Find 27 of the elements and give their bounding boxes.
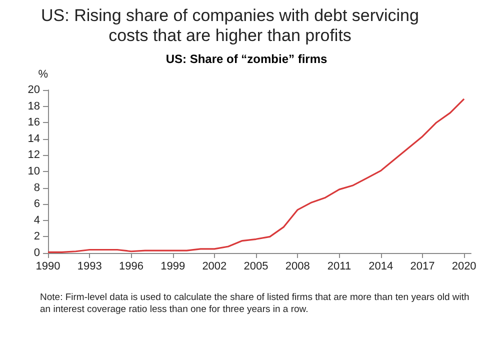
x-tick-label: 1993 [77,260,102,272]
y-tick-label: 14 [28,132,40,145]
x-tick-label: 2002 [202,260,227,272]
y-tick-label: 20 [28,84,40,96]
chart-subtitle: US: Share of “zombie” firms [164,52,328,66]
y-axis-title: % [38,68,48,80]
y-tick-label: 4 [34,214,40,226]
line-series [47,98,465,253]
x-tick-label: 2008 [285,260,310,272]
x-tick-label: 2020 [452,260,476,272]
y-tick-label: 18 [28,100,40,112]
x-tick-label: 1996 [118,260,144,272]
y-tick-label: 8 [34,182,40,194]
y-tick-label: 12 [28,149,40,162]
y-tick-label: 6 [34,198,40,210]
x-tick-label: 2011 [327,260,352,272]
y-tick-label: 0 [34,247,40,259]
x-tick-label: 2014 [368,260,394,272]
x-tick-label: 1990 [36,260,60,272]
y-tick-label: 10 [28,166,40,178]
x-tick-label: 2017 [410,260,435,272]
text: Note: Firm-level data is used to calculate the share of listed firms that are more than ten years old with an interest coverage ratio less than one for three years in a row. [40,292,470,316]
y-tick-label: 16 [28,116,40,129]
x-tick-label: 1999 [160,260,186,272]
y-tick-label: 2 [34,230,40,243]
chart-title: US: Rising share of companies with debt servicing costs that are higher than profits [40,6,420,46]
x-tick-label: 2005 [244,260,268,272]
